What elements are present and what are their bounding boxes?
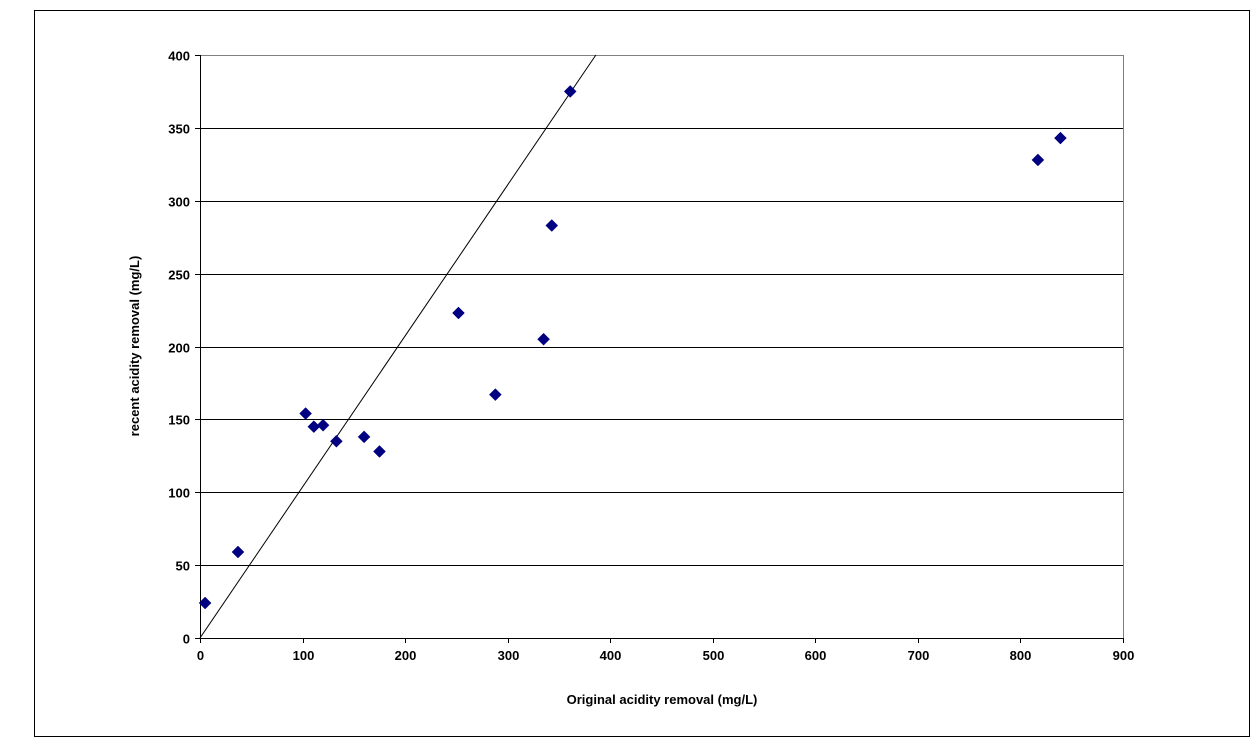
y-tick-labels: 0 50 100 150 200 250 300 350 400	[168, 49, 190, 647]
y-tick-label-150: 150	[168, 413, 190, 428]
data-point	[489, 388, 502, 401]
data-points	[198, 85, 1067, 610]
data-point	[563, 85, 577, 98]
y-tick-label-300: 300	[168, 195, 190, 210]
x-tick-label-700: 700	[908, 648, 930, 663]
x-tick-label-400: 400	[600, 648, 622, 663]
y-axis-title: recent acidity removal (mg/L)	[127, 256, 142, 437]
data-point	[330, 434, 343, 448]
x-tick-labels: 0 100 200 300 400 500 600 700 800 900	[197, 648, 1134, 663]
y-tick-label-100: 100	[168, 486, 190, 501]
x-tick-label-800: 800	[1010, 648, 1032, 663]
x-tick-label-0: 0	[197, 648, 204, 663]
y-tick-label-350: 350	[168, 122, 190, 137]
x-tick-label-900: 900	[1113, 648, 1135, 663]
data-point	[231, 545, 245, 559]
x-tick-label-500: 500	[703, 648, 725, 663]
x-tick-label-300: 300	[498, 648, 520, 663]
y-tick-label-50: 50	[176, 559, 190, 574]
x-tick-label-600: 600	[805, 648, 827, 663]
data-point	[373, 445, 386, 458]
data-point	[198, 596, 212, 610]
x-axis-title: Original acidity removal (mg/L)	[567, 692, 758, 707]
data-point	[316, 418, 330, 432]
x-tick-label-200: 200	[395, 648, 417, 663]
data-point	[545, 219, 559, 232]
data-point	[299, 407, 312, 420]
data-point	[1054, 131, 1067, 145]
gridlines	[200, 55, 1123, 566]
y-tick-label-250: 250	[168, 268, 190, 283]
y-tick-label-0: 0	[183, 632, 190, 647]
y-tick-label-200: 200	[168, 341, 190, 356]
reference-line-layer	[199, 54, 597, 639]
data-point	[537, 332, 550, 346]
x-tick-label-100: 100	[293, 648, 315, 663]
data-point	[1031, 153, 1045, 167]
outer-border	[34, 10, 1250, 737]
axes	[195, 55, 1124, 643]
data-point	[452, 306, 465, 320]
data-point	[357, 430, 371, 444]
reference-line	[199, 54, 597, 639]
y-tick-label-400: 400	[168, 49, 190, 64]
